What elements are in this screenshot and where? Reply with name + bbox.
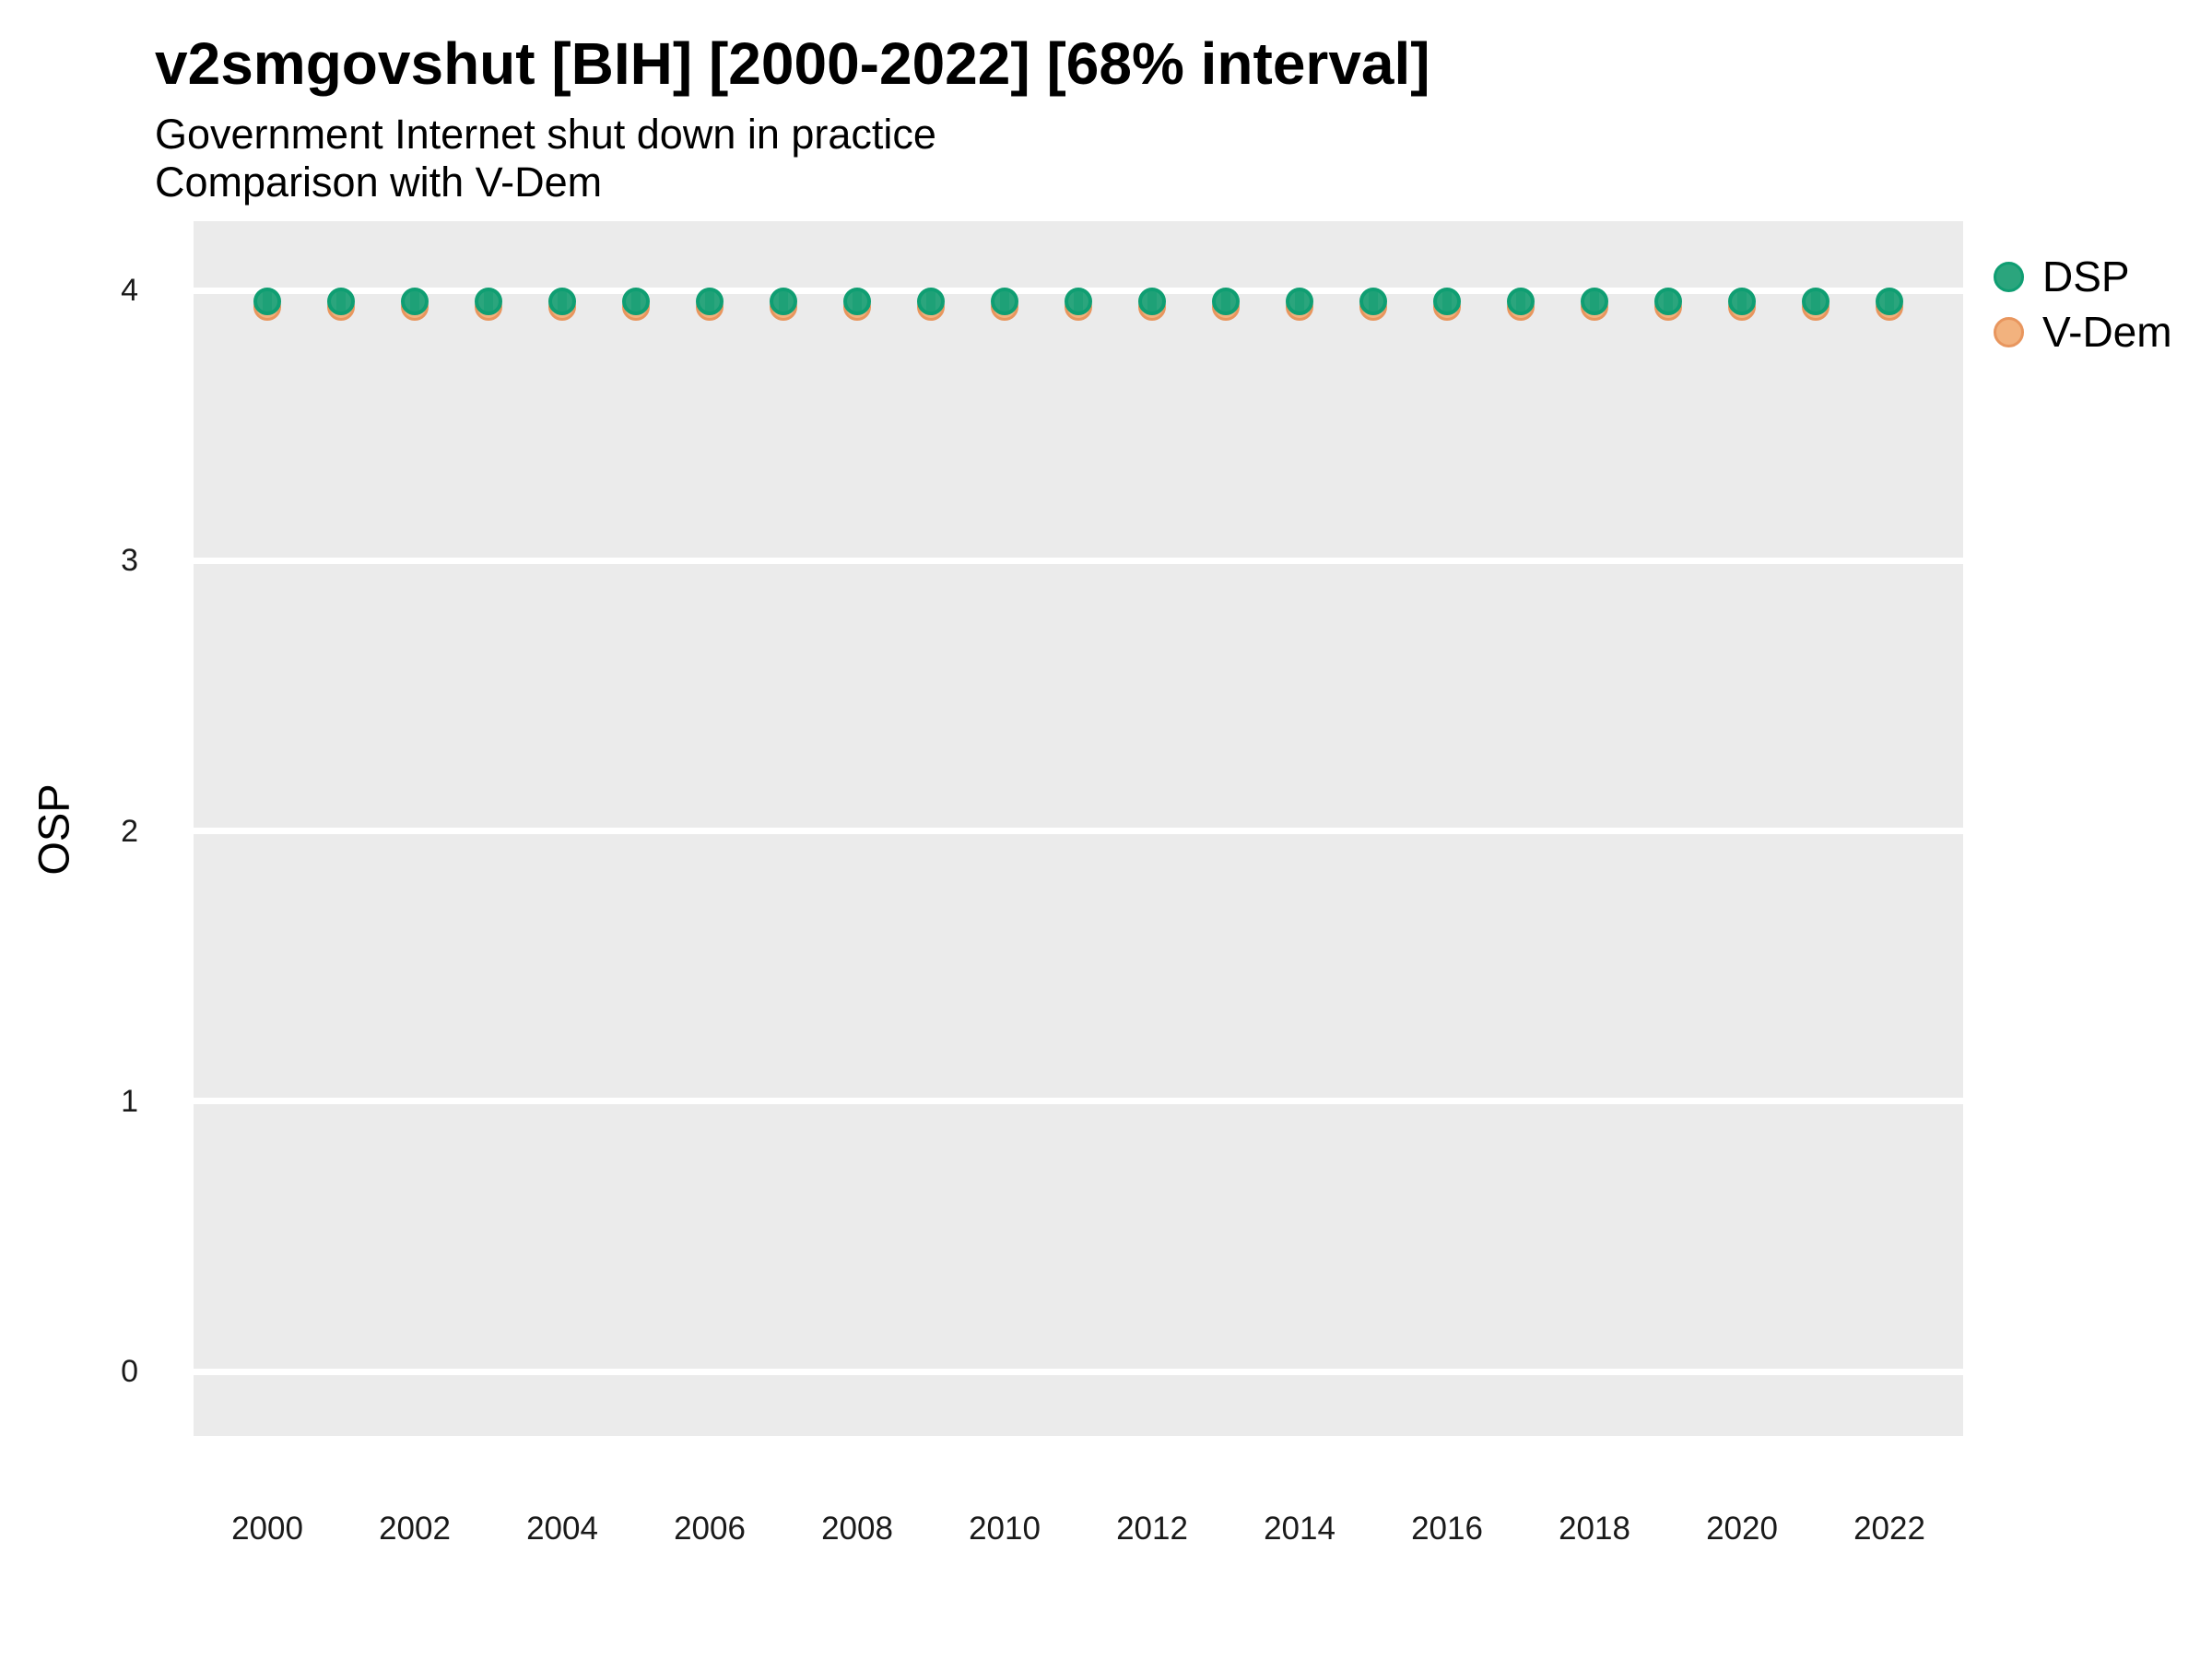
chart-title: v2smgovshut [BIH] [2000-2022] [68% inter… — [155, 30, 1430, 97]
legend-dot-vdem-icon — [1994, 316, 2024, 347]
interval-line — [1221, 290, 1230, 312]
interval-line — [484, 290, 493, 312]
plot-panel — [194, 221, 1963, 1436]
point-dsp-2022 — [1876, 287, 1903, 315]
gridline-y-1 — [194, 1098, 1963, 1105]
x-tick-label-2008: 2008 — [821, 1511, 893, 1547]
y-tick-label-1: 1 — [121, 1083, 138, 1119]
point-dsp-2002 — [401, 287, 429, 315]
point-dsp-2001 — [327, 287, 355, 315]
y-tick-label-3: 3 — [121, 543, 138, 579]
interval-line — [1664, 290, 1673, 312]
chart-subtitle-comparison: Comparison with V-Dem — [155, 159, 603, 206]
x-tick-label-2014: 2014 — [1264, 1511, 1335, 1547]
interval-line — [558, 290, 567, 312]
point-dsp-2015 — [1359, 287, 1387, 315]
point-dsp-2019 — [1654, 287, 1682, 315]
point-dsp-2020 — [1728, 287, 1756, 315]
point-dsp-2012 — [1138, 287, 1166, 315]
y-tick-label-0: 0 — [121, 1354, 138, 1389]
interval-line — [1369, 290, 1378, 312]
interval-line — [1442, 290, 1452, 312]
x-tick-label-2012: 2012 — [1116, 1511, 1188, 1547]
x-tick-label-2022: 2022 — [1853, 1511, 1925, 1547]
x-tick-label-2004: 2004 — [526, 1511, 598, 1547]
interval-line — [1590, 290, 1599, 312]
point-dsp-2018 — [1581, 287, 1608, 315]
interval-line — [410, 290, 419, 312]
point-dsp-2008 — [843, 287, 871, 315]
interval-line — [779, 290, 788, 312]
interval-line — [853, 290, 862, 312]
y-tick-label-4: 4 — [121, 273, 138, 308]
interval-line — [1737, 290, 1747, 312]
point-dsp-2009 — [917, 287, 945, 315]
point-dsp-2005 — [622, 287, 650, 315]
gridline-y-3 — [194, 557, 1963, 564]
x-tick-label-2010: 2010 — [969, 1511, 1041, 1547]
interval-line — [1811, 290, 1820, 312]
point-dsp-2021 — [1802, 287, 1830, 315]
gridline-y-2 — [194, 828, 1963, 834]
point-dsp-2017 — [1507, 287, 1535, 315]
interval-line — [926, 290, 935, 312]
interval-line — [1147, 290, 1157, 312]
legend-item-dsp: DSP — [1994, 249, 2130, 304]
x-tick-label-2018: 2018 — [1559, 1511, 1630, 1547]
point-dsp-2006 — [696, 287, 724, 315]
x-tick-label-2002: 2002 — [379, 1511, 451, 1547]
point-dsp-2010 — [991, 287, 1018, 315]
x-tick-label-2020: 2020 — [1706, 1511, 1778, 1547]
legend-dot-dsp-icon — [1994, 261, 2024, 292]
interval-line — [1516, 290, 1525, 312]
interval-line — [631, 290, 641, 312]
y-tick-label-2: 2 — [121, 813, 138, 849]
point-dsp-2013 — [1212, 287, 1240, 315]
interval-line — [1295, 290, 1304, 312]
legend-label-vdem: V-Dem — [2042, 308, 2172, 356]
interval-line — [1074, 290, 1083, 312]
interval-line — [336, 290, 346, 312]
point-dsp-2007 — [770, 287, 797, 315]
point-dsp-2004 — [548, 287, 576, 315]
point-dsp-2000 — [253, 287, 281, 315]
interval-line — [263, 290, 272, 312]
point-dsp-2003 — [475, 287, 502, 315]
interval-line — [1885, 290, 1894, 312]
point-dsp-2014 — [1286, 287, 1313, 315]
interval-line — [705, 290, 714, 312]
point-dsp-2016 — [1433, 287, 1461, 315]
interval-line — [1000, 290, 1009, 312]
chart-subtitle: Government Internet shut down in practic… — [155, 111, 936, 158]
x-tick-label-2000: 2000 — [231, 1511, 303, 1547]
x-tick-label-2016: 2016 — [1411, 1511, 1483, 1547]
x-tick-label-2006: 2006 — [674, 1511, 746, 1547]
point-dsp-2011 — [1065, 287, 1092, 315]
gridline-y-0 — [194, 1368, 1963, 1375]
legend-item-vdem: V-Dem — [1994, 304, 2172, 359]
legend-label-dsp: DSP — [2042, 253, 2130, 300]
